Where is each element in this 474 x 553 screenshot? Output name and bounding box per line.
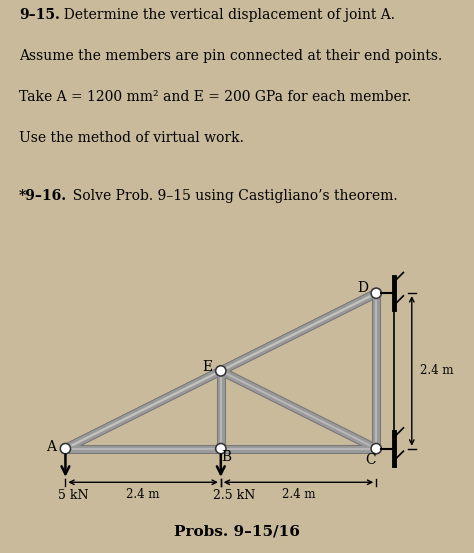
Text: Solve Prob. 9–15 using Castigliano’s theorem.: Solve Prob. 9–15 using Castigliano’s the…: [64, 189, 398, 203]
Text: 2.4 m: 2.4 m: [282, 488, 315, 501]
Text: 2.5 kN: 2.5 kN: [213, 489, 255, 502]
Circle shape: [60, 444, 71, 454]
Text: *9–16.: *9–16.: [19, 189, 67, 203]
Text: 2.4 m: 2.4 m: [419, 364, 453, 377]
Text: D: D: [357, 281, 368, 295]
Text: E: E: [202, 360, 212, 374]
Text: 2.4 m: 2.4 m: [127, 488, 160, 501]
Text: A: A: [46, 440, 56, 455]
Text: Assume the members are pin connected at their end points.: Assume the members are pin connected at …: [19, 49, 442, 63]
Circle shape: [371, 288, 382, 299]
Text: Probs. 9–15/16: Probs. 9–15/16: [174, 525, 300, 539]
Circle shape: [216, 366, 226, 376]
Circle shape: [216, 444, 226, 454]
Text: 5 kN: 5 kN: [58, 489, 88, 502]
Text: C: C: [366, 452, 376, 467]
Circle shape: [371, 444, 382, 454]
Text: B: B: [221, 450, 231, 464]
Text: 9–15.: 9–15.: [19, 8, 60, 22]
Text: Take A = 1200 mm² and E = 200 GPa for each member.: Take A = 1200 mm² and E = 200 GPa for ea…: [19, 90, 411, 105]
Text: Use the method of virtual work.: Use the method of virtual work.: [19, 132, 244, 145]
Text: Determine the vertical displacement of joint A.: Determine the vertical displacement of j…: [55, 8, 394, 22]
